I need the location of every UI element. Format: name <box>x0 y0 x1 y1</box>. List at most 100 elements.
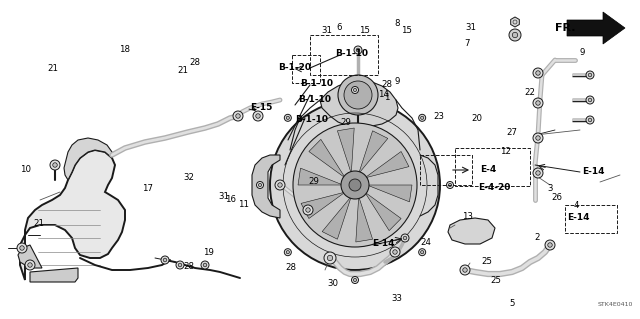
Circle shape <box>354 46 362 54</box>
Circle shape <box>25 260 35 270</box>
Circle shape <box>536 101 540 105</box>
Polygon shape <box>365 192 401 231</box>
Circle shape <box>460 265 470 275</box>
Text: 27: 27 <box>506 128 518 137</box>
Text: 9: 9 <box>580 48 585 57</box>
Circle shape <box>447 182 454 189</box>
Polygon shape <box>301 192 346 219</box>
Circle shape <box>536 71 540 75</box>
Text: 21: 21 <box>47 64 58 73</box>
Circle shape <box>353 88 356 92</box>
Circle shape <box>349 179 361 191</box>
Text: 26: 26 <box>551 193 563 202</box>
Circle shape <box>586 71 594 79</box>
Circle shape <box>449 183 452 187</box>
Text: 22: 22 <box>524 88 536 97</box>
Text: 6: 6 <box>337 23 342 32</box>
Text: 17: 17 <box>141 184 153 193</box>
Text: 29: 29 <box>340 118 351 127</box>
Text: STK4E0410: STK4E0410 <box>597 302 633 308</box>
Text: E-15: E-15 <box>250 103 273 113</box>
Text: 23: 23 <box>433 112 444 121</box>
Circle shape <box>163 258 167 262</box>
Polygon shape <box>320 80 398 128</box>
Polygon shape <box>298 168 343 185</box>
Circle shape <box>351 277 358 284</box>
Circle shape <box>20 246 24 250</box>
Circle shape <box>278 183 282 187</box>
Circle shape <box>286 251 289 254</box>
Circle shape <box>586 96 594 104</box>
Circle shape <box>303 205 313 215</box>
Text: 15: 15 <box>401 26 412 35</box>
Text: 7: 7 <box>465 39 470 48</box>
Circle shape <box>588 73 592 77</box>
Text: 5: 5 <box>509 299 515 308</box>
Circle shape <box>233 111 243 121</box>
Text: 25: 25 <box>490 276 502 285</box>
Circle shape <box>509 29 521 41</box>
Text: 28: 28 <box>183 262 195 271</box>
Polygon shape <box>567 12 625 44</box>
Text: 31: 31 <box>465 23 476 32</box>
Polygon shape <box>356 197 372 242</box>
Circle shape <box>178 263 182 267</box>
Circle shape <box>588 98 592 102</box>
Text: 31: 31 <box>218 192 230 201</box>
Text: 30: 30 <box>327 279 339 288</box>
Text: 14: 14 <box>378 90 390 99</box>
Text: FR.: FR. <box>554 23 575 33</box>
Circle shape <box>284 114 291 121</box>
Bar <box>420 155 472 185</box>
Circle shape <box>545 240 555 250</box>
Circle shape <box>420 116 424 119</box>
Circle shape <box>17 243 27 253</box>
Circle shape <box>420 251 424 254</box>
Text: 1: 1 <box>385 93 390 102</box>
Circle shape <box>403 236 407 240</box>
Text: 13: 13 <box>461 212 473 221</box>
Circle shape <box>284 249 291 256</box>
Circle shape <box>536 136 540 140</box>
Polygon shape <box>358 131 388 174</box>
Text: 28: 28 <box>189 58 201 67</box>
Circle shape <box>176 261 184 269</box>
Text: B-1-10: B-1-10 <box>295 115 328 124</box>
Text: 29: 29 <box>308 177 319 186</box>
Bar <box>310 35 378 75</box>
Text: 21: 21 <box>33 219 44 228</box>
Text: 2: 2 <box>535 233 540 242</box>
Polygon shape <box>309 139 346 178</box>
Text: 24: 24 <box>420 238 431 247</box>
Circle shape <box>393 250 397 254</box>
Circle shape <box>351 86 358 93</box>
Circle shape <box>270 100 440 270</box>
Circle shape <box>533 168 543 178</box>
Text: 15: 15 <box>359 26 371 35</box>
Text: 21: 21 <box>177 66 188 75</box>
Text: 16: 16 <box>225 195 236 204</box>
Polygon shape <box>448 218 495 244</box>
Text: E-4: E-4 <box>480 166 496 174</box>
Text: 8: 8 <box>394 19 399 28</box>
Text: 10: 10 <box>20 165 31 174</box>
Text: 28: 28 <box>381 80 393 89</box>
Text: 18: 18 <box>119 45 131 54</box>
Circle shape <box>236 114 240 118</box>
Text: B-1-10: B-1-10 <box>300 78 333 87</box>
Text: E-14: E-14 <box>567 213 589 222</box>
Circle shape <box>353 278 356 282</box>
Text: E-14: E-14 <box>582 167 605 176</box>
Circle shape <box>204 263 207 267</box>
Bar <box>292 55 320 83</box>
Polygon shape <box>511 17 519 27</box>
Circle shape <box>293 123 417 247</box>
Text: B-1-20: B-1-20 <box>278 63 311 72</box>
Circle shape <box>536 171 540 175</box>
Circle shape <box>419 114 426 121</box>
Circle shape <box>419 249 426 256</box>
Text: 31: 31 <box>321 26 332 35</box>
Circle shape <box>341 171 369 199</box>
Polygon shape <box>20 150 125 280</box>
Circle shape <box>356 48 360 52</box>
